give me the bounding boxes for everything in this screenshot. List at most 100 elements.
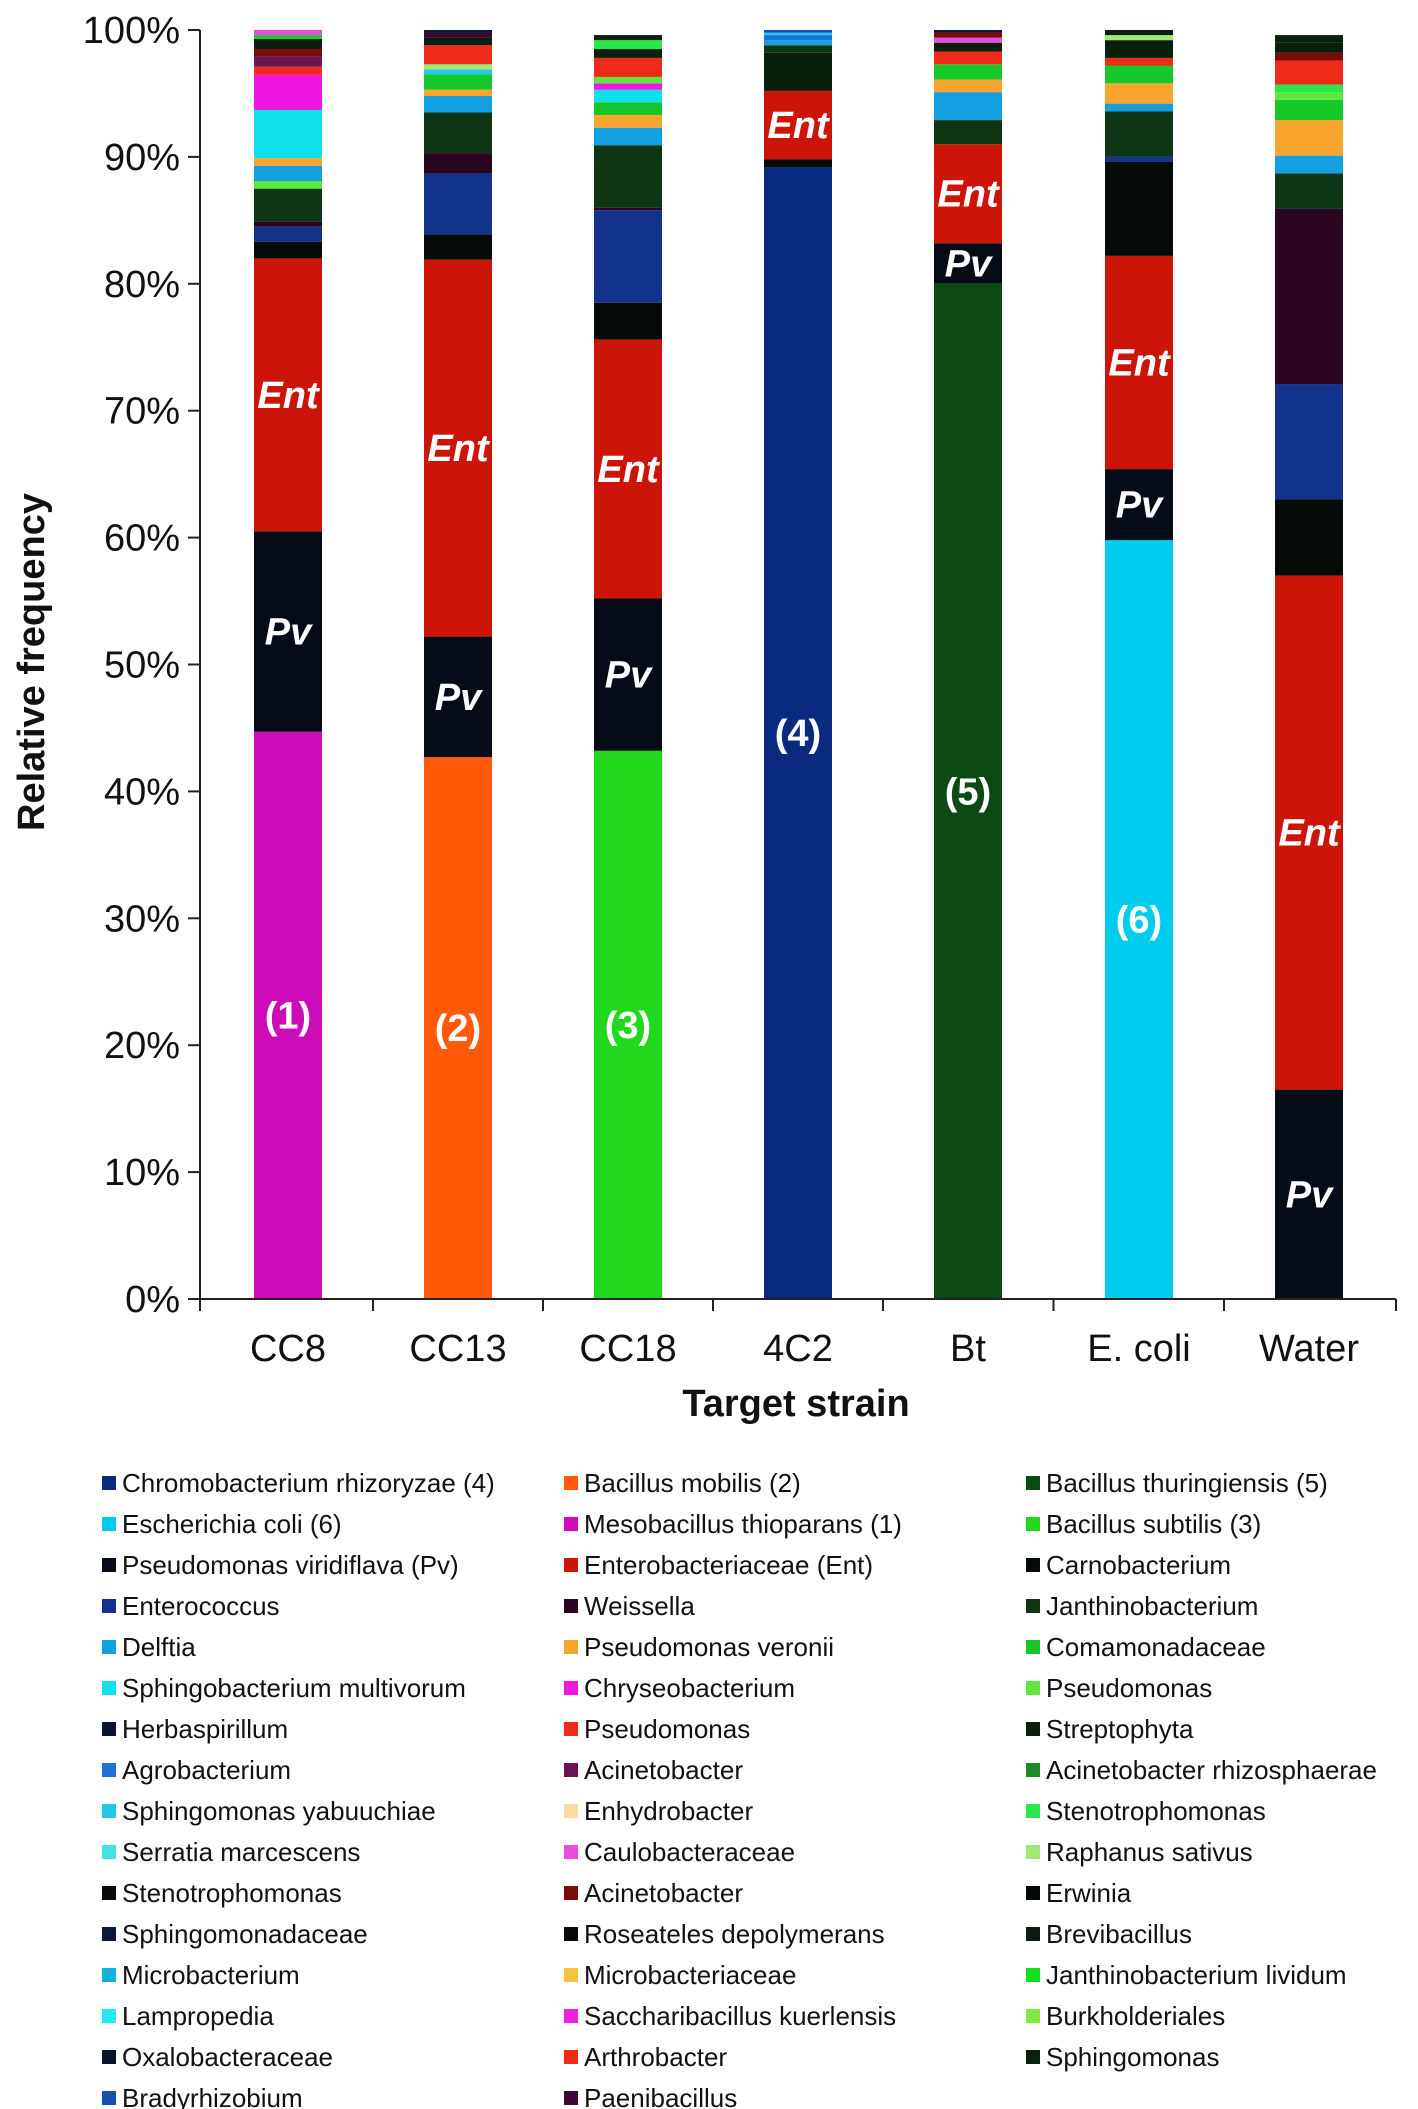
bar-segment xyxy=(254,49,322,57)
legend-label: Streptophyta xyxy=(1046,1714,1194,1744)
legend-swatch xyxy=(1026,1681,1040,1695)
bar-segment xyxy=(1105,83,1173,104)
legend-item: Sphingobacterium multivorum xyxy=(102,1673,466,1703)
legend-swatch xyxy=(564,2091,578,2105)
legend-item: Brevibacillus xyxy=(1026,1919,1192,1949)
legend-label: Roseateles depolymerans xyxy=(584,1919,885,1949)
bar-segment xyxy=(424,37,492,46)
legend-label: Acinetobacter xyxy=(584,1878,743,1908)
legend-item: Erwinia xyxy=(1026,1878,1132,1908)
bar-segment xyxy=(934,42,1002,52)
bar-segment xyxy=(424,30,492,33)
axes-layer: 0% 10% 20% 30% 40% 50% 60% 70% 80% 90% 100% CC8 CC13… xyxy=(83,10,1397,1370)
bar-segment xyxy=(254,531,322,732)
bar-segment xyxy=(1275,208,1343,385)
bar-segment-label: (3) xyxy=(605,1005,651,1047)
bar-e-coli: (6) Pv Ent xyxy=(1105,30,1173,1299)
bar-segment xyxy=(1105,103,1173,112)
legend-swatch xyxy=(102,1517,116,1531)
bar-segment xyxy=(934,92,1002,121)
bar-segment xyxy=(594,339,662,599)
legend-swatch xyxy=(1026,1927,1040,1941)
bar-segment xyxy=(1275,173,1343,209)
legend-swatch xyxy=(1026,1517,1040,1531)
bar-segment xyxy=(934,79,1002,93)
y-tick-label: 0% xyxy=(125,1279,180,1321)
bar-segment-label: Pv xyxy=(1286,1174,1334,1216)
bar-segment xyxy=(424,95,492,113)
bar-segment xyxy=(934,120,1002,145)
bar-segment xyxy=(764,45,832,53)
legend-label: Chromobacterium rhizoryzae (4) xyxy=(122,1468,495,1498)
bar-segment xyxy=(594,127,662,146)
bar-bt: (5) Pv Ent xyxy=(934,30,1002,1299)
legend-swatch xyxy=(1026,1845,1040,1859)
legend-label: Sphingomonadaceae xyxy=(122,1919,368,1949)
legend-swatch xyxy=(564,1476,578,1490)
legend-item: Caulobacteraceae xyxy=(564,1837,795,1867)
legend-swatch xyxy=(1026,1558,1040,1572)
legend-label: Agrobacterium xyxy=(122,1755,291,1785)
legend-swatch xyxy=(564,1763,578,1777)
bar-segment xyxy=(934,243,1002,284)
legend-item: Acinetobacter rhizosphaerae xyxy=(1026,1755,1377,1785)
bar-segment xyxy=(764,35,832,41)
legend-item: Roseateles depolymerans xyxy=(564,1919,885,1949)
legend-swatch xyxy=(102,1845,116,1859)
y-tick-label: 90% xyxy=(104,137,180,179)
legend-swatch xyxy=(102,2091,116,2105)
bar-segment xyxy=(254,241,322,259)
legend-swatch xyxy=(1026,1476,1040,1490)
legend-label: Janthinobacterium xyxy=(1046,1591,1258,1621)
legend-label: Raphanus sativus xyxy=(1046,1837,1253,1867)
legend-swatch xyxy=(102,1804,116,1818)
y-tick-label: 10% xyxy=(104,1152,180,1194)
bar-segment xyxy=(424,112,492,154)
legend-swatch xyxy=(1026,1722,1040,1736)
bar-segment xyxy=(1275,120,1343,156)
legend-item: Stenotrophomonas xyxy=(102,1878,342,1908)
legend-item: Bacillus thuringiensis (5) xyxy=(1026,1468,1328,1498)
bar-segment-label: (2) xyxy=(435,1008,481,1050)
legend-swatch xyxy=(102,2050,116,2064)
bar-segment-label: Ent xyxy=(597,449,660,491)
bar-segment xyxy=(594,83,662,90)
bar-segment-label: Ent xyxy=(1108,342,1171,384)
legend-label: Serratia marcescens xyxy=(122,1837,360,1867)
legend-item: Microbacterium xyxy=(102,1960,300,1990)
bar-segment-label: (6) xyxy=(1116,900,1162,942)
bar-segment xyxy=(934,64,1002,80)
legend-label: Weissella xyxy=(584,1591,695,1621)
legend-label: Burkholderiales xyxy=(1046,2001,1225,2031)
legend-item: Arthrobacter xyxy=(564,2042,727,2072)
legend-item: Bradyrhizobium xyxy=(102,2083,303,2109)
bar-segment xyxy=(254,56,322,67)
legend-swatch xyxy=(102,1968,116,1982)
legend-label: Enterobacteriaceae (Ent) xyxy=(584,1550,873,1580)
legend-label: Herbaspirillum xyxy=(122,1714,288,1744)
bar-segment xyxy=(594,76,662,84)
bar-segment xyxy=(764,30,832,33)
legend-label: Sphingomonas xyxy=(1046,2042,1219,2072)
legend-item: Pseudomonas xyxy=(1026,1673,1212,1703)
legend-item: Acinetobacter xyxy=(564,1878,743,1908)
legend-item: Weissella xyxy=(564,1591,695,1621)
legend-item: Serratia marcescens xyxy=(102,1837,360,1867)
bar-water: Pv Ent xyxy=(1275,35,1343,1299)
bar-segment xyxy=(1275,99,1343,121)
y-tick-label: 60% xyxy=(104,518,180,560)
bar-cc8: (1) Pv Ent xyxy=(254,30,322,1299)
bar-segment xyxy=(764,159,832,168)
y-tick-label: 40% xyxy=(104,771,180,813)
bar-segment xyxy=(254,109,322,159)
legend-label: Mesobacillus thioparans (1) xyxy=(584,1509,902,1539)
bar-segment xyxy=(594,207,662,211)
bar-segment xyxy=(1105,35,1173,41)
bar-segment xyxy=(1275,1089,1343,1299)
x-tick-label: Bt xyxy=(950,1328,986,1370)
legend-label: Oxalobacteraceae xyxy=(122,2042,333,2072)
bar-segment-label: Pv xyxy=(945,243,993,285)
legend-label: Caulobacteraceae xyxy=(584,1837,795,1867)
bar-segment xyxy=(934,283,1002,1299)
